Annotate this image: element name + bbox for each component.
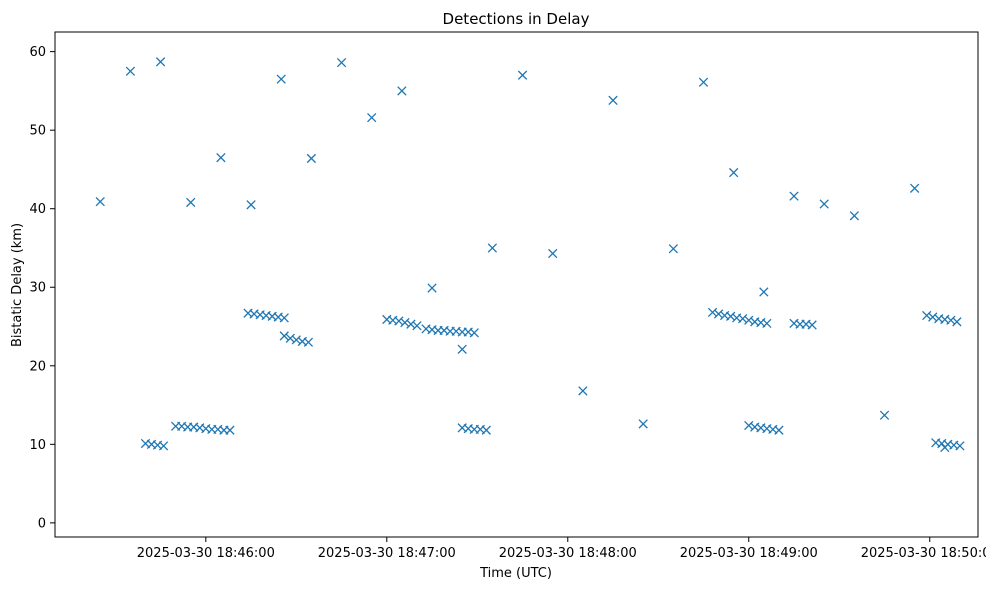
data-point	[759, 287, 769, 297]
data-point	[774, 425, 784, 435]
data-point	[336, 57, 347, 68]
data-point	[698, 77, 709, 87]
data-point	[952, 317, 962, 327]
data-point	[578, 386, 588, 396]
data-point	[457, 344, 467, 354]
x-tick-label: 2025-03-30 18:50:00	[861, 546, 986, 561]
data-point	[738, 314, 748, 324]
scatter-marks	[95, 57, 965, 453]
data-point	[922, 310, 932, 321]
data-point	[517, 70, 528, 80]
data-point	[303, 337, 314, 347]
data-point	[668, 244, 679, 254]
data-point	[291, 335, 301, 345]
data-point	[158, 441, 169, 451]
data-point	[819, 199, 829, 209]
y-tick-label: 30	[29, 281, 46, 296]
data-point	[306, 153, 317, 164]
data-point	[909, 183, 920, 193]
y-tick-label: 10	[29, 438, 46, 453]
data-point	[406, 319, 416, 329]
data-point	[279, 331, 289, 341]
data-point	[608, 95, 618, 105]
x-axis-ticks: 2025-03-30 18:46:00 2025-03-30 18:47:00 20…	[137, 537, 986, 561]
data-point	[744, 420, 754, 431]
y-tick-label: 40	[29, 202, 46, 217]
data-point	[125, 66, 136, 76]
data-point	[879, 410, 890, 420]
data-point	[707, 307, 718, 318]
data-point	[762, 318, 772, 329]
data-point	[955, 441, 965, 451]
data-point	[279, 313, 289, 323]
data-point	[807, 320, 817, 330]
y-axis-label: Bistatic Delay (km)	[10, 223, 25, 347]
x-tick-label: 2025-03-30 18:46:00	[137, 546, 275, 561]
y-tick-label: 20	[29, 359, 46, 374]
data-point	[548, 248, 558, 259]
data-point	[95, 196, 105, 207]
data-point	[638, 419, 648, 429]
data-point	[285, 333, 295, 343]
data-point	[713, 309, 724, 319]
data-point	[729, 167, 739, 178]
data-point	[394, 316, 404, 326]
data-point	[397, 86, 407, 96]
x-axis-label: Time (UTC)	[479, 566, 552, 581]
data-point	[469, 328, 479, 338]
data-point	[946, 315, 956, 325]
x-tick-label: 2025-03-30 18:47:00	[318, 546, 456, 561]
y-axis-ticks: 0 10 20 30 40 50 60	[29, 45, 55, 531]
data-point	[849, 211, 859, 221]
data-point	[186, 197, 196, 208]
data-point	[928, 312, 938, 322]
chart-title: Detections in Delay	[443, 10, 590, 28]
data-point	[246, 200, 256, 210]
data-point	[789, 191, 799, 201]
x-tick-label: 2025-03-30 18:49:00	[680, 546, 818, 561]
data-point	[487, 243, 498, 253]
data-point	[225, 425, 235, 435]
data-point	[216, 153, 226, 163]
plot-background	[55, 32, 978, 537]
data-point	[155, 57, 166, 67]
data-point	[481, 425, 491, 435]
data-point	[427, 283, 437, 293]
y-tick-label: 60	[29, 45, 46, 60]
data-point	[367, 112, 377, 123]
data-point	[276, 74, 286, 84]
data-point	[400, 317, 410, 328]
y-tick-label: 0	[38, 516, 46, 531]
data-point	[412, 321, 422, 331]
data-point	[726, 311, 736, 321]
x-tick-label: 2025-03-30 18:48:00	[499, 546, 637, 561]
data-point	[744, 315, 754, 325]
y-tick-label: 50	[29, 124, 46, 139]
plot-frame	[54, 31, 979, 538]
